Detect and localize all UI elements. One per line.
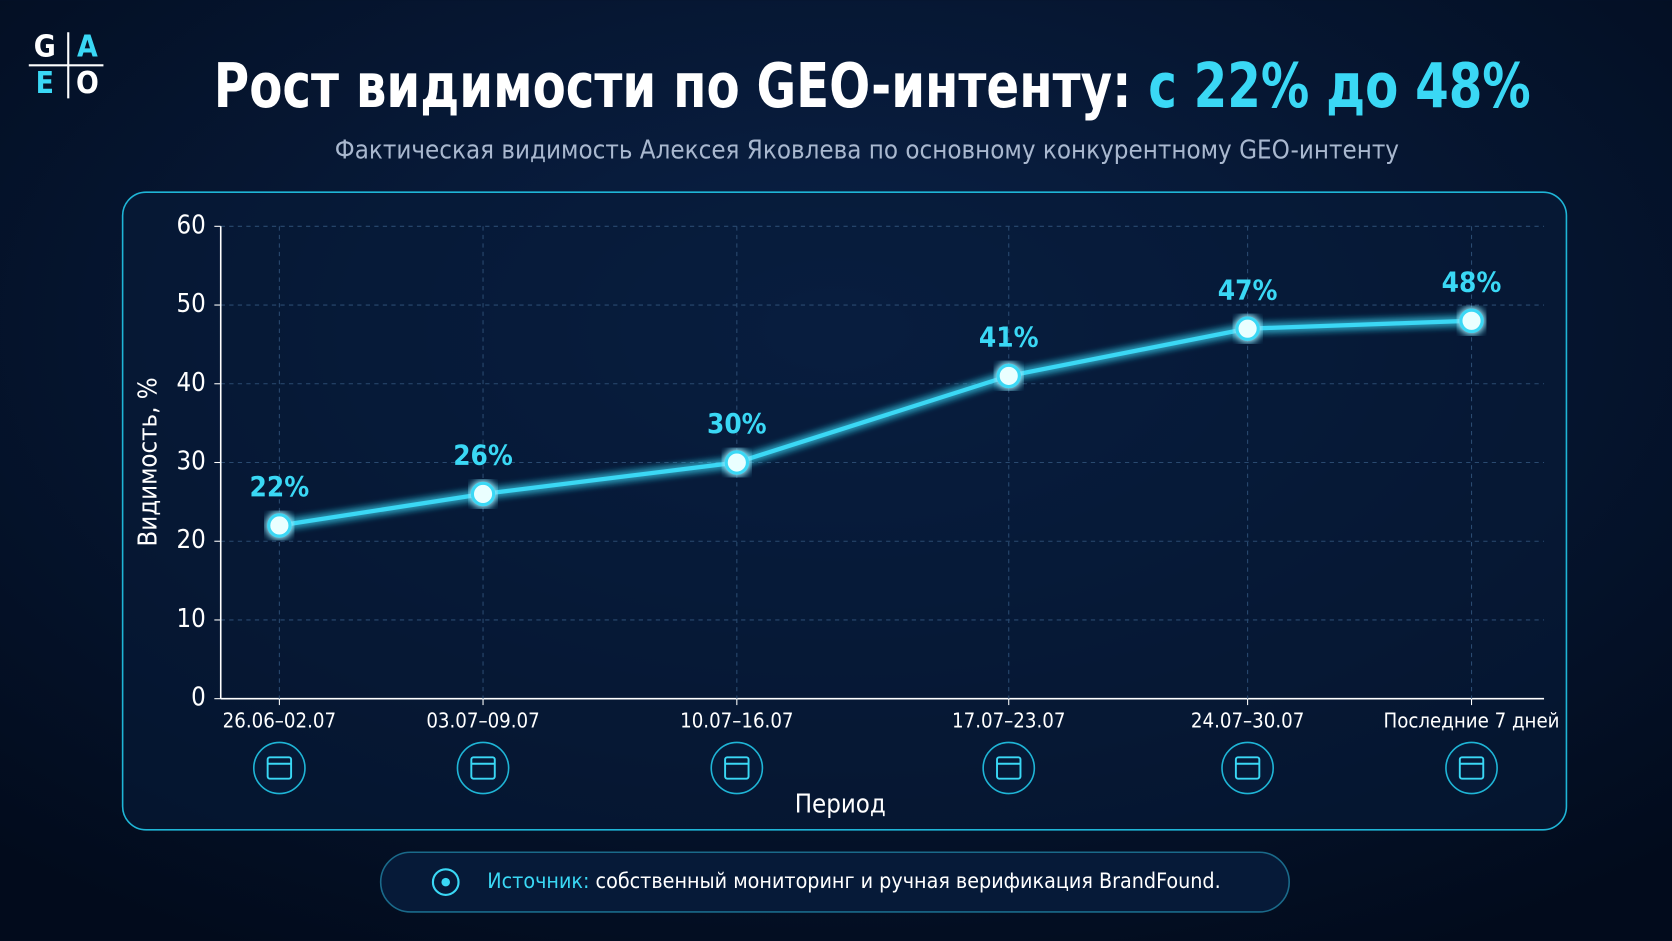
icon-body xyxy=(1458,756,1485,780)
y-tick-label: 10 xyxy=(177,604,206,634)
icon-body xyxy=(1234,756,1261,780)
subtitle: Фактическая видимость Алексея Яковлева п… xyxy=(335,136,1399,166)
data-label: 48% xyxy=(1442,265,1502,298)
data-label: 22% xyxy=(250,470,310,503)
source-text: Источник: собственный мониторинг и ручна… xyxy=(487,869,1220,894)
chart-title: Рост видимости по GEO-интенту: с 22% до … xyxy=(214,50,1531,122)
x-tick-label: 10.07–16.07 xyxy=(680,709,793,733)
x-tick-label: 03.07–09.07 xyxy=(426,709,539,733)
source-icon xyxy=(431,868,460,896)
source-frame xyxy=(379,851,1290,913)
point xyxy=(724,450,750,475)
chart-panel xyxy=(121,191,1568,831)
line xyxy=(279,318,1472,528)
source-box: Источник: собственный мониторинг и ручна… xyxy=(379,851,1290,913)
icon-body xyxy=(266,756,293,780)
logo: G A E O xyxy=(28,30,104,101)
y-tick-label: 50 xyxy=(177,289,206,319)
data-label: 26% xyxy=(453,439,513,472)
icon-body xyxy=(470,756,496,780)
icon-ring xyxy=(710,741,764,795)
calendar-icon xyxy=(252,741,306,795)
y-tick-label: 30 xyxy=(177,447,206,477)
data-label: 41% xyxy=(979,321,1039,354)
data-label: 30% xyxy=(707,407,767,440)
calendar-icon xyxy=(982,741,1036,795)
logo-letter: E xyxy=(36,66,54,101)
calendar-icon xyxy=(1445,741,1498,795)
title-highlight: с 22% до 48% xyxy=(1148,50,1531,122)
y-tick-label: 40 xyxy=(177,368,206,398)
point xyxy=(267,513,292,538)
x-tick-label: 24.07–30.07 xyxy=(1191,709,1304,733)
source-body: собственный мониторинг и ручная верифика… xyxy=(596,869,1221,894)
logo-letter: G xyxy=(34,30,56,65)
point xyxy=(996,363,1022,389)
logo-letter: O xyxy=(76,66,99,101)
x-tick-label: Последние 7 дней xyxy=(1384,709,1560,733)
icon-body xyxy=(996,756,1022,780)
icon-ring xyxy=(252,741,306,795)
calendar-icon xyxy=(456,741,510,795)
point xyxy=(1459,308,1484,334)
calendar-icon xyxy=(1221,741,1274,795)
icon-body xyxy=(724,756,750,780)
icon-ring xyxy=(982,741,1036,795)
y-tick-label: 20 xyxy=(177,525,206,555)
x-tick-label: 26.06–02.07 xyxy=(223,709,336,733)
source-icon xyxy=(441,877,450,887)
y-tick-label: 0 xyxy=(191,683,206,713)
point xyxy=(1235,316,1260,341)
calendar-icon xyxy=(710,741,764,795)
source-label: Источник: xyxy=(487,869,589,894)
y-tick-label: 60 xyxy=(177,210,206,240)
x-axis-label: Период xyxy=(795,789,886,819)
point xyxy=(470,481,496,507)
logo-letter: A xyxy=(77,30,98,65)
y-axis-label: Видимость, % xyxy=(133,377,163,546)
x-tick-label: 17.07–23.07 xyxy=(952,709,1065,733)
title-main: Рост видимости по GEO-интенту: xyxy=(214,50,1132,122)
icon-ring xyxy=(456,741,510,795)
data-label: 47% xyxy=(1218,273,1278,306)
icon-ring xyxy=(1445,741,1498,795)
icon-ring xyxy=(1221,741,1274,795)
